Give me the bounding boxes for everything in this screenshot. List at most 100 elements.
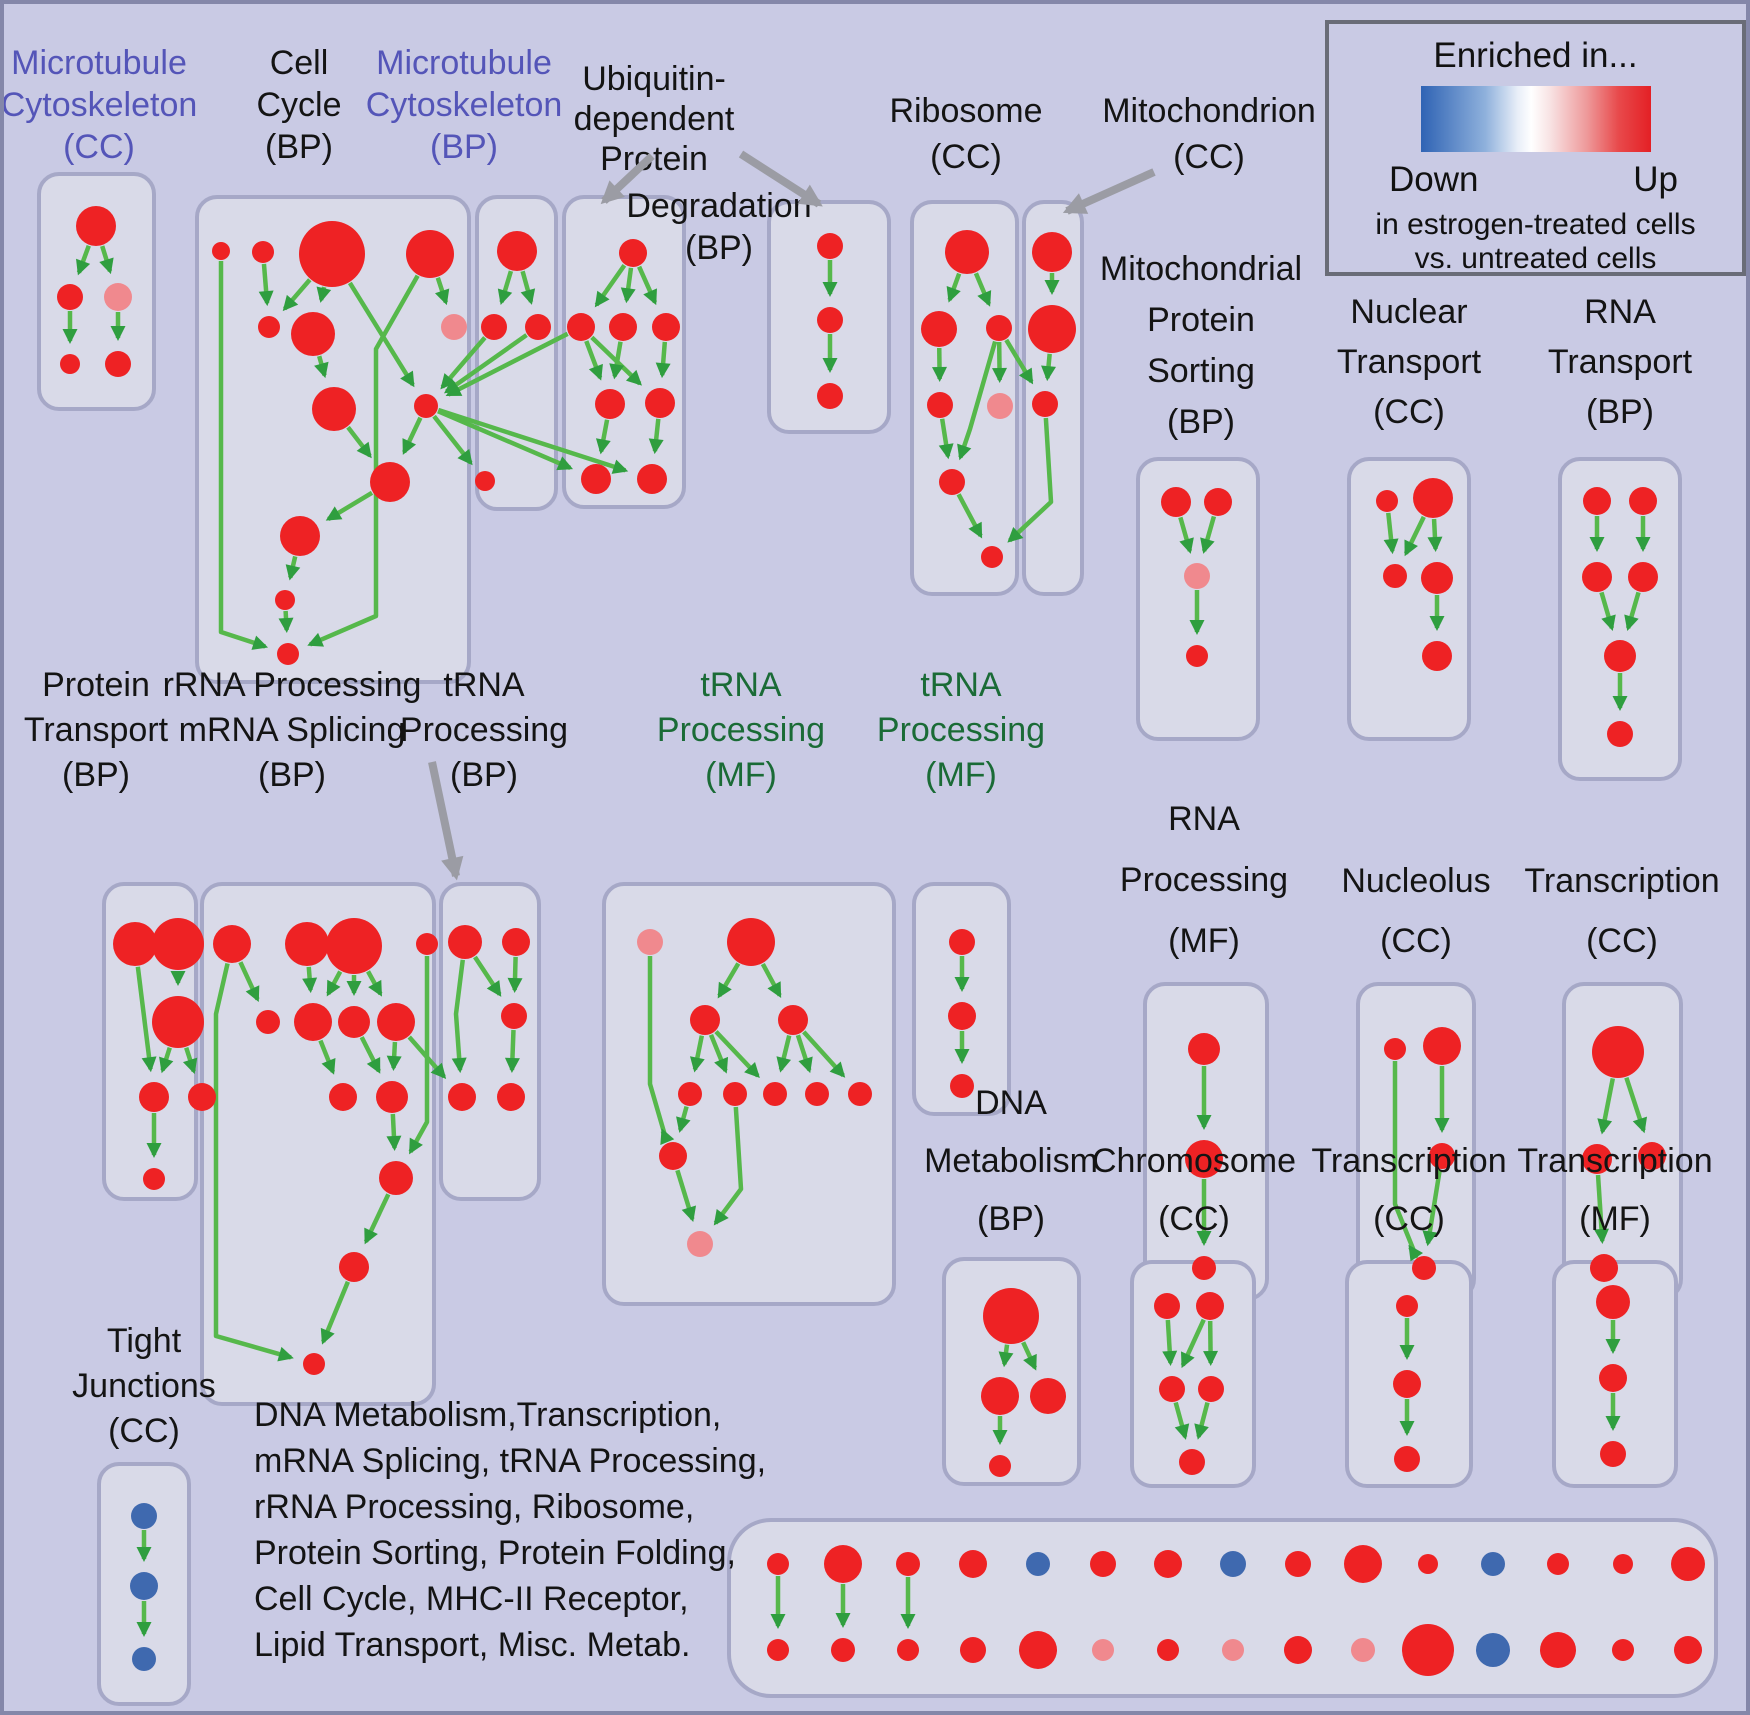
node-trmf2-v3 [950,1074,974,1098]
node-ribo-conv [939,469,965,495]
node-tj-v1 [131,1503,157,1529]
node-dnam-bl [981,1377,1019,1415]
node-nucl-bot [1412,1256,1436,1280]
node-trbp-br [497,1083,525,1111]
edge [497,270,514,305]
node-nuct-mm [1421,562,1453,594]
node-txmf-t [1596,1285,1630,1319]
pt-label-line: (BP) [62,756,130,794]
misc-node-bottom-6 [1092,1639,1114,1661]
node-trbp-mid [501,1003,527,1029]
edges [62,244,1651,1637]
txcc3-label-line: Transcription [1311,1142,1506,1180]
trmf2-label-line: tRNA [920,666,1002,704]
misc-node-top-8 [1220,1551,1246,1577]
node-rrna-r2c [338,1006,370,1038]
node-ub1-r2c [652,313,680,341]
node-ub2-v2 [817,307,843,333]
edge [402,416,423,455]
node-cc-r2a [258,316,280,338]
rnat-label-line: Transport [1548,343,1693,381]
label-pointer-arrow [738,150,823,208]
nuct-label-line: Nuclear [1350,293,1467,331]
nodes [57,206,1705,1676]
node-cc-n11 [275,590,295,610]
trmf2-label-line: Processing [877,711,1045,749]
node-rnat-t2 [1629,487,1657,515]
node-chrm-bot [1179,1449,1205,1475]
edge [1200,515,1217,554]
node-rrna-r4 [379,1161,413,1195]
mtcc-box [37,172,156,411]
node-nuct-ms [1383,564,1407,588]
edge [316,286,332,303]
legend-subline-2: vs. untreated cells [1414,242,1657,275]
node-mps-bot [1186,645,1208,667]
node-pt-t1 [113,922,157,966]
mito-label-line: Mitochondrion [1102,92,1316,130]
summary-text-line: Cell Cycle, MHC-II Receptor, [254,1580,689,1618]
edge [314,355,329,379]
misc-node-bottom-3 [897,1639,919,1661]
node-nucl-tl [1423,1027,1461,1065]
misc-node-bottom-8 [1222,1639,1244,1661]
edge [432,414,473,466]
misc-terms-box [727,1518,1718,1698]
misc-node-top-14 [1613,1554,1633,1574]
node-rnat-conv [1604,640,1636,672]
labels: Microtubule Cytoskeleton (CC) Cell Cycle (BP)… [4,44,1720,1664]
node-chrm-t2 [1196,1292,1224,1320]
edge [318,1039,336,1075]
node-mito-top [1032,232,1072,272]
node-rrna-r3b [376,1081,408,1113]
node-trmf1-pk2 [687,1231,713,1257]
mps-label-line: (BP) [1167,403,1235,441]
txcc2-label-line: Transcription [1524,862,1719,900]
node-ub2-v3 [817,383,843,409]
edge [584,340,603,381]
edge [956,493,983,539]
nucl-label-line: (CC) [1380,922,1452,960]
edge [595,419,611,455]
node-txcc3-t [1396,1295,1418,1317]
edge [689,1035,705,1073]
edge [258,263,274,307]
node-trmf1-f3 [763,1082,787,1106]
node-chrm-t1 [1154,1293,1180,1319]
node-trmf1-m1 [690,1005,720,1035]
edge [347,281,415,388]
node-trmf1-f2 [723,1082,747,1106]
edge [1427,518,1443,553]
node-cc-r2b [291,312,335,356]
label-pointer-arrow [428,761,464,881]
mps-label-line: Mitochondrial [1100,250,1302,288]
node-mito-mid [1028,305,1076,353]
edge [363,1193,391,1245]
misc-node-bottom-1 [767,1639,789,1661]
mtbp-label-line: (BP) [430,128,498,166]
misc-node-top-15 [1671,1547,1705,1581]
edge [1178,516,1194,554]
node-rnat-bot [1607,721,1633,747]
edge [359,1036,381,1074]
node-ub1-top [619,239,647,267]
misc-node-top-5 [1026,1552,1050,1576]
edge [1203,1320,1219,1367]
node-rrna-r3a [329,1083,357,1111]
node-rrna-r5 [339,1252,369,1282]
mps-label-line: Protein [1147,301,1255,339]
edge [320,1280,350,1345]
pt-label-line: Transport [24,711,169,749]
node-rnat-m1 [1582,562,1612,592]
node-tj-v2 [130,1572,158,1600]
node-rpmf-v2 [1185,1140,1223,1178]
ub1-label-line: Ubiquitin- [582,60,726,98]
edge [437,409,574,471]
edge [520,270,536,305]
mtcc-label-line: Microtubule [11,44,187,82]
edge [647,956,675,1145]
node-mtcc-d [60,354,80,374]
rrna-label-line: mRNA Splicing [179,711,406,749]
node-trmf1-f4 [805,1082,829,1106]
edge [473,955,502,997]
